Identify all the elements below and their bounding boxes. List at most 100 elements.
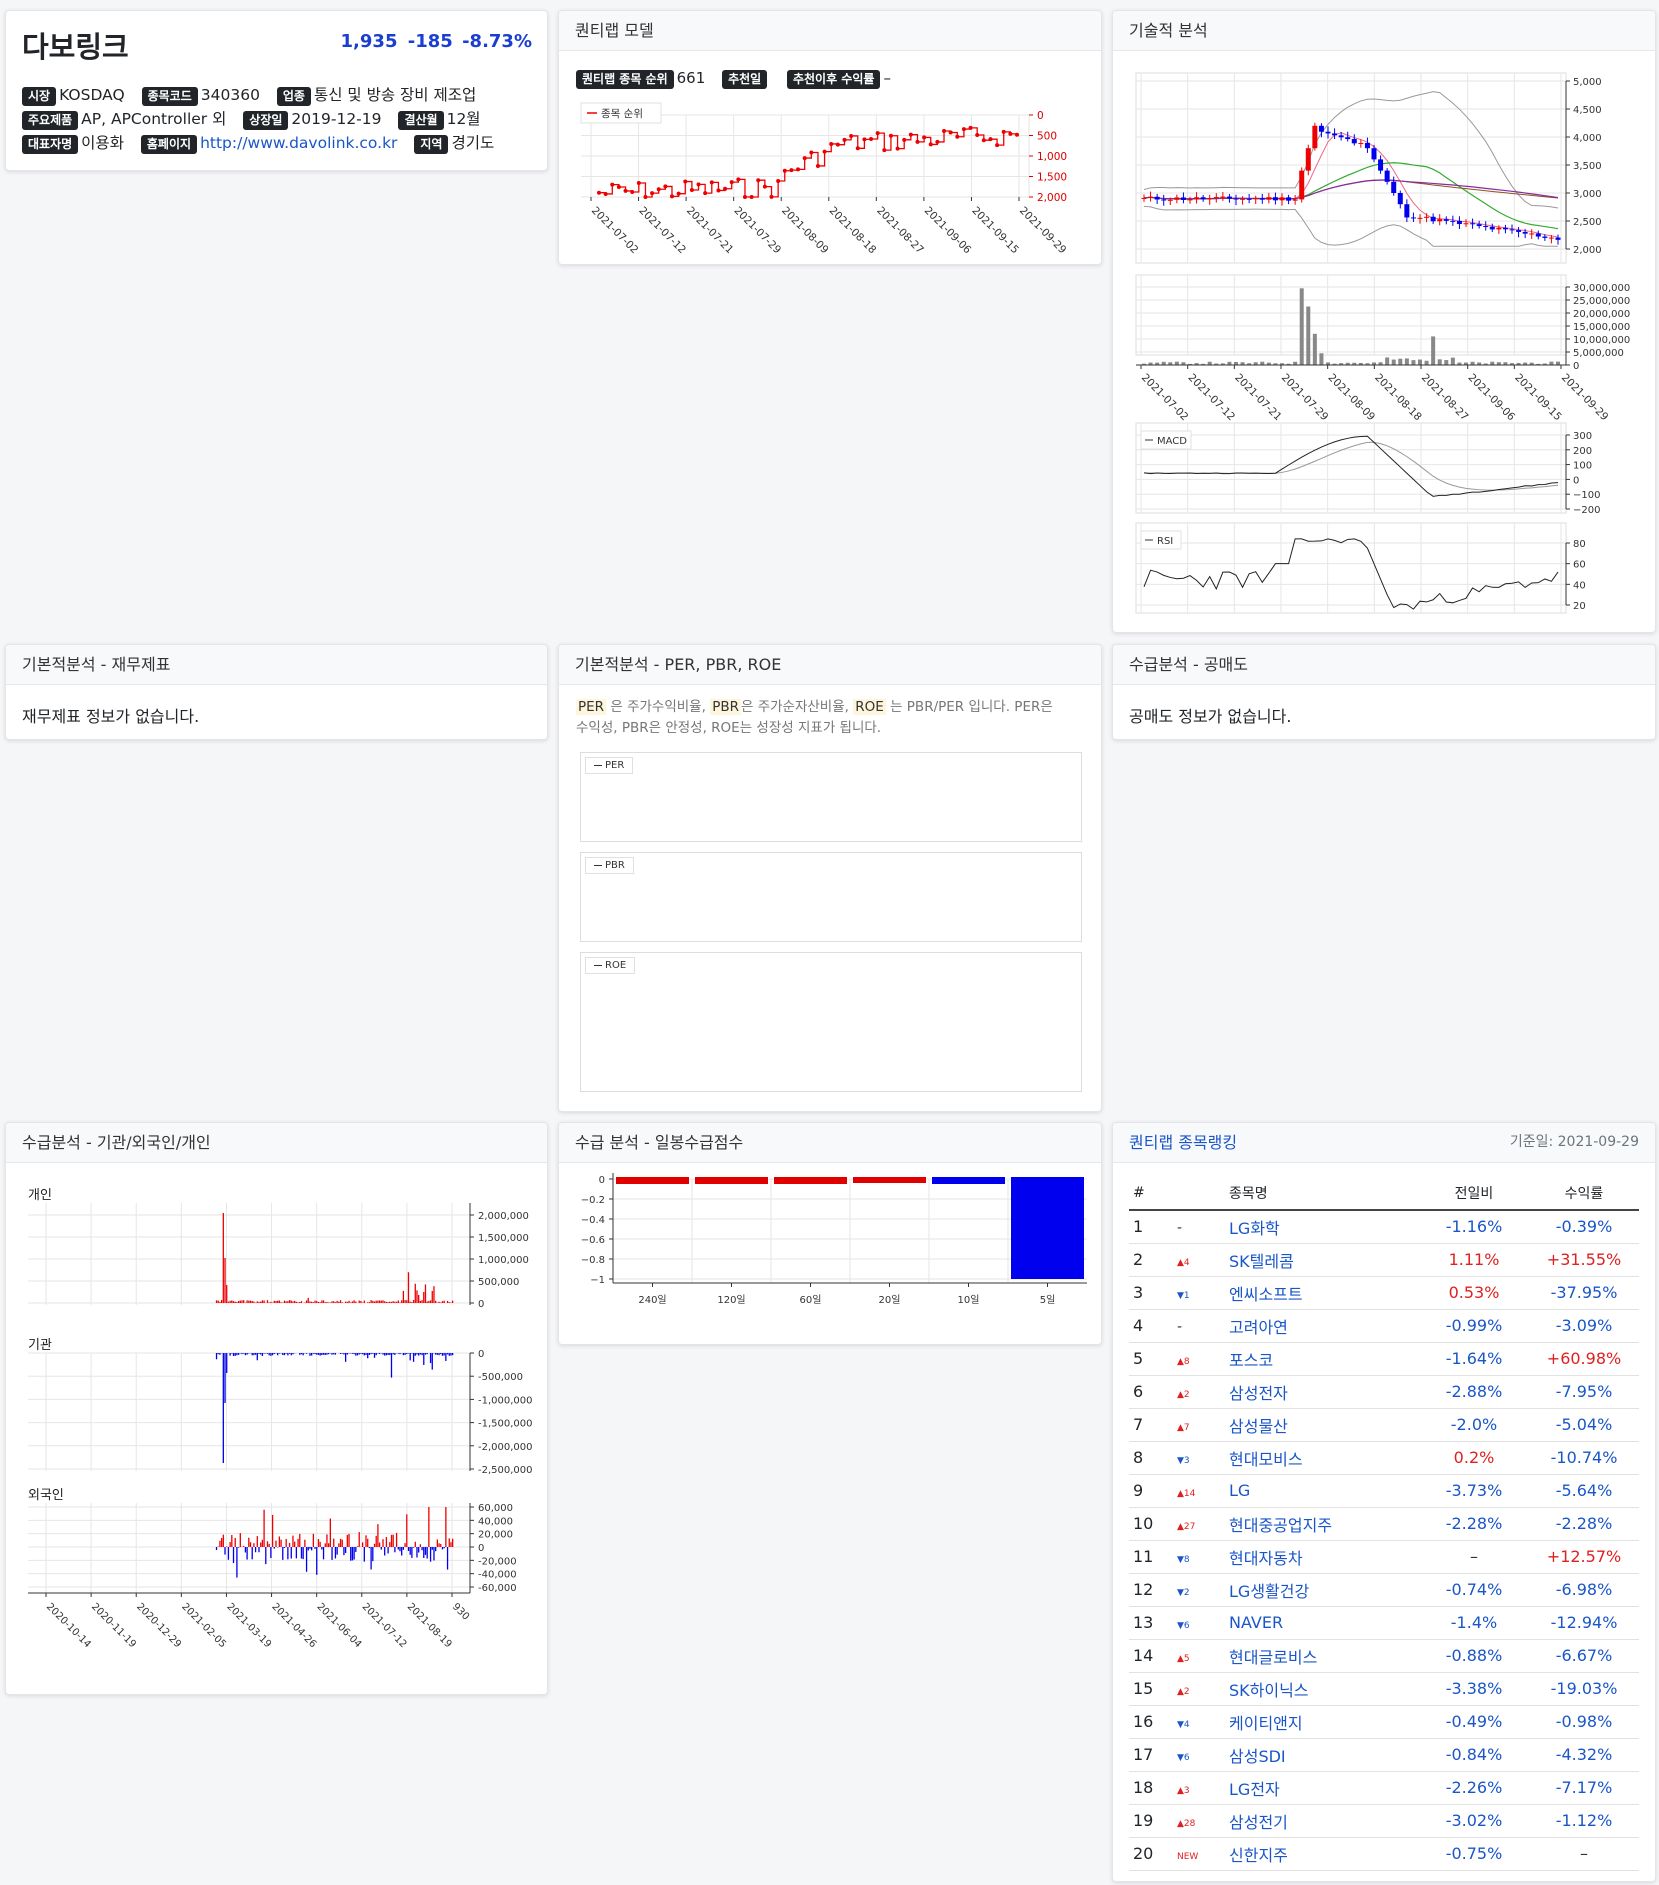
name-cell[interactable]: 삼성SDI [1225, 1738, 1419, 1772]
volume-bar [1280, 363, 1284, 365]
name-cell[interactable]: SK텔레콤 [1225, 1243, 1419, 1277]
foreign-bar [380, 1547, 382, 1550]
return-value: -0.98% [1555, 1712, 1613, 1731]
stock-link[interactable]: 엔씨소프트 [1229, 1284, 1303, 1304]
stock-link[interactable]: 신한지주 [1229, 1845, 1288, 1865]
pbr-term: PBR [710, 699, 741, 715]
volume-bar [1556, 361, 1560, 365]
homepage-link[interactable]: http://www.davolink.co.kr [200, 134, 398, 152]
name-cell[interactable]: NAVER [1225, 1606, 1419, 1640]
return-value: +31.55% [1546, 1250, 1622, 1269]
foreign-bar [321, 1547, 323, 1550]
ind-bar [429, 1300, 432, 1303]
rank-point [928, 142, 933, 147]
name-cell[interactable]: 현대자동차 [1225, 1540, 1419, 1574]
card-header: 기본적분석 - PER, PBR, ROE [559, 645, 1101, 685]
rank-point [742, 195, 747, 199]
ind-bar [260, 1301, 262, 1303]
volume-bar [1194, 363, 1199, 365]
change-value: -0.88% [1445, 1646, 1503, 1665]
stock-link[interactable]: LG생활건강 [1229, 1581, 1310, 1601]
market-badge: 시장 [22, 87, 57, 106]
stock-link[interactable]: 현대중공업지주 [1229, 1515, 1333, 1535]
candle [1200, 197, 1206, 200]
candle [1240, 198, 1246, 200]
name-cell[interactable]: LG생활건강 [1225, 1573, 1419, 1607]
stock-link[interactable]: 현대글로비스 [1229, 1647, 1318, 1667]
score-x-tick: 5일 [1040, 1294, 1056, 1306]
inst-bar [232, 1353, 235, 1356]
rank-number: 20 [1133, 1844, 1154, 1863]
rank-point [995, 143, 1000, 148]
candle [1161, 199, 1167, 201]
name-cell[interactable]: 신한지주 [1225, 1837, 1419, 1871]
foreign-bar [251, 1547, 253, 1560]
inst-bar [431, 1353, 433, 1370]
stock-link[interactable]: 삼성물산 [1229, 1416, 1288, 1436]
name-cell[interactable]: 삼성물산 [1225, 1408, 1419, 1442]
inst-bar [237, 1353, 240, 1355]
candle [1378, 159, 1384, 171]
rank-x-tick: 2021-07-21 [684, 205, 736, 257]
rank-move: ▼4 [1177, 1720, 1190, 1730]
stock-link[interactable]: 고려아연 [1229, 1317, 1288, 1337]
name-cell[interactable]: 삼성전기 [1225, 1804, 1419, 1838]
stock-link[interactable]: 케이티앤지 [1229, 1713, 1303, 1733]
inst-bar [231, 1353, 233, 1354]
foreign-bar [246, 1547, 248, 1560]
rank-number: 16 [1133, 1712, 1154, 1731]
stock-link[interactable]: SK하이닉스 [1229, 1680, 1309, 1700]
candle [1233, 198, 1239, 200]
name-cell[interactable]: LG화학 [1225, 1210, 1419, 1244]
candle [1318, 125, 1324, 132]
name-cell[interactable]: 고려아연 [1225, 1309, 1419, 1343]
name-cell[interactable]: SK하이닉스 [1225, 1672, 1419, 1706]
foreign-bar [226, 1546, 228, 1547]
name-cell[interactable]: LG [1225, 1474, 1419, 1508]
roe-legend: ROE [605, 960, 627, 971]
name-cell[interactable]: 현대중공업지주 [1225, 1507, 1419, 1541]
inst-bar [321, 1353, 323, 1356]
name-cell[interactable]: 현대모비스 [1225, 1441, 1419, 1475]
rank-point [922, 135, 927, 140]
change-value: -2.28% [1445, 1514, 1503, 1533]
ranking-title-link[interactable]: 퀀티랩 종목랭킹 [1129, 1133, 1238, 1152]
rank-move: - [1177, 1319, 1183, 1335]
inst-bar [365, 1353, 367, 1355]
inst-bar [219, 1353, 221, 1355]
foreign-bar [316, 1547, 318, 1575]
foreign-bar [222, 1534, 224, 1547]
stock-link[interactable]: 현대모비스 [1229, 1449, 1303, 1469]
inv-x-tick: 2020-12-29 [134, 1601, 183, 1650]
ind-bar [416, 1290, 418, 1303]
y-tick: 100 [1573, 461, 1592, 472]
foreign-bar [433, 1547, 435, 1561]
stock-link[interactable]: NAVER [1229, 1613, 1284, 1632]
stock-link[interactable]: 현대자동차 [1229, 1548, 1303, 1568]
stock-link[interactable]: 삼성SDI [1229, 1746, 1286, 1766]
inst-bar [266, 1353, 269, 1354]
name-cell[interactable]: 현대글로비스 [1225, 1639, 1419, 1673]
candle [1496, 227, 1502, 230]
stock-link[interactable]: 포스코 [1229, 1350, 1274, 1370]
ind-bar [334, 1302, 337, 1303]
candle [1266, 197, 1272, 200]
name-cell[interactable]: 포스코 [1225, 1342, 1419, 1376]
candle [1535, 233, 1541, 237]
name-cell[interactable]: 삼성전자 [1225, 1375, 1419, 1409]
name-cell[interactable]: 엔씨소프트 [1225, 1276, 1419, 1310]
stock-link[interactable]: SK텔레콤 [1229, 1251, 1294, 1271]
name-cell[interactable]: LG전자 [1225, 1771, 1419, 1805]
move-cell: ▼2 [1173, 1573, 1225, 1607]
foreign-bar [452, 1538, 454, 1547]
stock-link[interactable]: LG화학 [1229, 1218, 1280, 1238]
stock-link[interactable]: LG [1229, 1481, 1251, 1500]
foreign-bar [351, 1547, 354, 1561]
stock-link[interactable]: 삼성전기 [1229, 1812, 1288, 1832]
name-cell[interactable]: 케이티앤지 [1225, 1705, 1419, 1739]
stock-link[interactable]: 삼성전자 [1229, 1383, 1288, 1403]
score-bar [616, 1177, 689, 1184]
volume-bar [1220, 363, 1225, 365]
rank-point [829, 141, 834, 146]
stock-link[interactable]: LG전자 [1229, 1779, 1280, 1799]
